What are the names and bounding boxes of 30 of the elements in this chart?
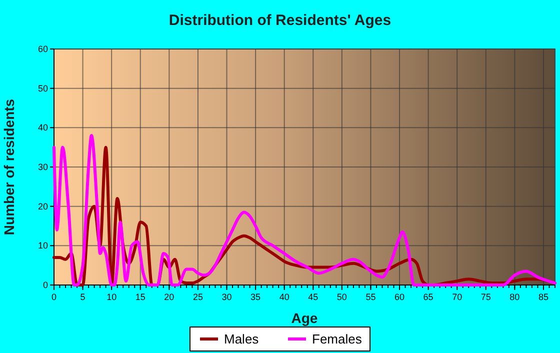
x-tick-label: 45 bbox=[308, 292, 318, 302]
y-tick-label: 20 bbox=[38, 201, 48, 212]
x-tick-label: 5 bbox=[80, 292, 86, 302]
y-tick-label: 10 bbox=[38, 240, 48, 251]
x-tick-label: 85 bbox=[538, 292, 548, 302]
legend-label: Females bbox=[312, 332, 362, 346]
x-axis-title: Age bbox=[291, 310, 318, 326]
x-tick-label: 30 bbox=[222, 292, 232, 302]
y-tick-label: 30 bbox=[38, 162, 48, 172]
legend-label: Males bbox=[224, 332, 260, 346]
x-tick-label: 0 bbox=[51, 292, 57, 302]
x-tick-label: 50 bbox=[336, 292, 347, 302]
y-axis-title: Number of residents bbox=[1, 98, 17, 236]
x-tick-label: 65 bbox=[423, 292, 434, 302]
y-tick-label: 60 bbox=[38, 44, 48, 54]
x-tick-label: 75 bbox=[480, 292, 491, 302]
x-tick-label: 80 bbox=[510, 292, 520, 302]
x-tick-label: 35 bbox=[250, 292, 261, 302]
x-tick-label: 70 bbox=[452, 292, 462, 302]
x-tick-label: 20 bbox=[164, 292, 174, 302]
x-tick-label: 15 bbox=[135, 292, 146, 302]
x-tick-label: 60 bbox=[394, 292, 405, 302]
y-tick-label: 40 bbox=[38, 122, 48, 133]
x-tick-label: 25 bbox=[192, 292, 203, 302]
y-tick-label: 0 bbox=[42, 280, 48, 290]
x-tick-label: 10 bbox=[106, 292, 117, 302]
x-tick-label: 55 bbox=[366, 292, 376, 302]
chart-title: Distribution of Residents' Ages bbox=[168, 12, 392, 29]
y-tick-label: 50 bbox=[38, 83, 48, 94]
x-tick-label: 40 bbox=[279, 292, 290, 302]
